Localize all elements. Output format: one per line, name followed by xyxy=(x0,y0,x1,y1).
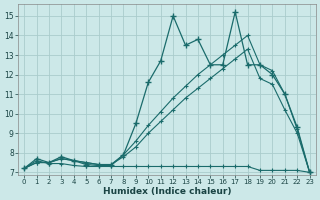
X-axis label: Humidex (Indice chaleur): Humidex (Indice chaleur) xyxy=(103,187,231,196)
